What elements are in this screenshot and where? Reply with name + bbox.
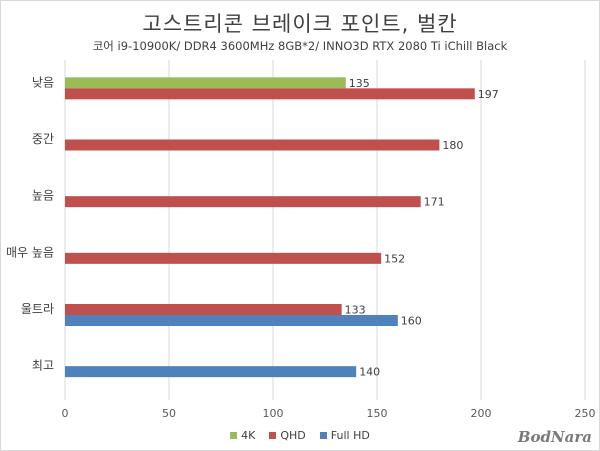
legend-label: Full HD: [330, 429, 370, 442]
category-label: 매우 높음: [6, 245, 54, 259]
data-label: 140: [359, 366, 380, 379]
legend-swatch: [269, 432, 277, 439]
bar-qhd: [65, 252, 382, 264]
legend-swatch: [230, 432, 238, 439]
legend-swatch: [319, 432, 327, 439]
legend-item: 4K: [230, 429, 255, 442]
bar-full-hd: [65, 366, 357, 378]
x-tick-label: 0: [62, 407, 69, 420]
bar-qhd: [65, 196, 421, 208]
labels: 0 50 100 150 200 250 낮음 135 197 중간 180 높음 171 매우 높음 15…: [6, 75, 595, 420]
chart-subtitle: 코어 i9-10900K/ DDR4 3600MHz 8GB*2/ INNO3D…: [92, 39, 508, 53]
data-label: 171: [424, 196, 445, 209]
legend: 4K QHD Full HD: [0, 429, 600, 442]
category-label: 최고: [32, 359, 54, 373]
data-label: 160: [401, 315, 422, 328]
category-label: 낮음: [32, 75, 54, 89]
data-label: 180: [442, 139, 463, 152]
category-label: 울트라: [21, 302, 54, 316]
data-label: 133: [345, 304, 366, 317]
chart-title: 고스트리콘 브레이크 포인트, 벌칸: [142, 12, 458, 36]
bar-qhd: [65, 139, 440, 151]
gridlines: [64, 60, 586, 400]
bar-4k: [65, 77, 346, 89]
x-tick-label: 50: [162, 407, 176, 420]
bar-qhd: [65, 88, 475, 100]
x-tick-label: 250: [575, 407, 596, 420]
x-tick-label: 100: [263, 407, 284, 420]
category-label: 중간: [32, 132, 54, 146]
legend-item: Full HD: [319, 429, 370, 442]
data-label: 197: [478, 88, 499, 101]
data-label: 152: [384, 252, 405, 265]
bar-qhd: [65, 304, 342, 315]
category-label: 높음: [32, 189, 54, 203]
legend-item: QHD: [269, 429, 306, 442]
bars: [65, 77, 475, 378]
legend-label: QHD: [280, 429, 306, 442]
legend-label: 4K: [241, 429, 256, 442]
watermark-logo: BodNara: [517, 428, 592, 446]
bar-full-hd: [65, 315, 398, 326]
x-tick-label: 200: [471, 407, 492, 420]
data-label: 135: [349, 77, 370, 90]
x-tick-label: 150: [367, 407, 388, 420]
